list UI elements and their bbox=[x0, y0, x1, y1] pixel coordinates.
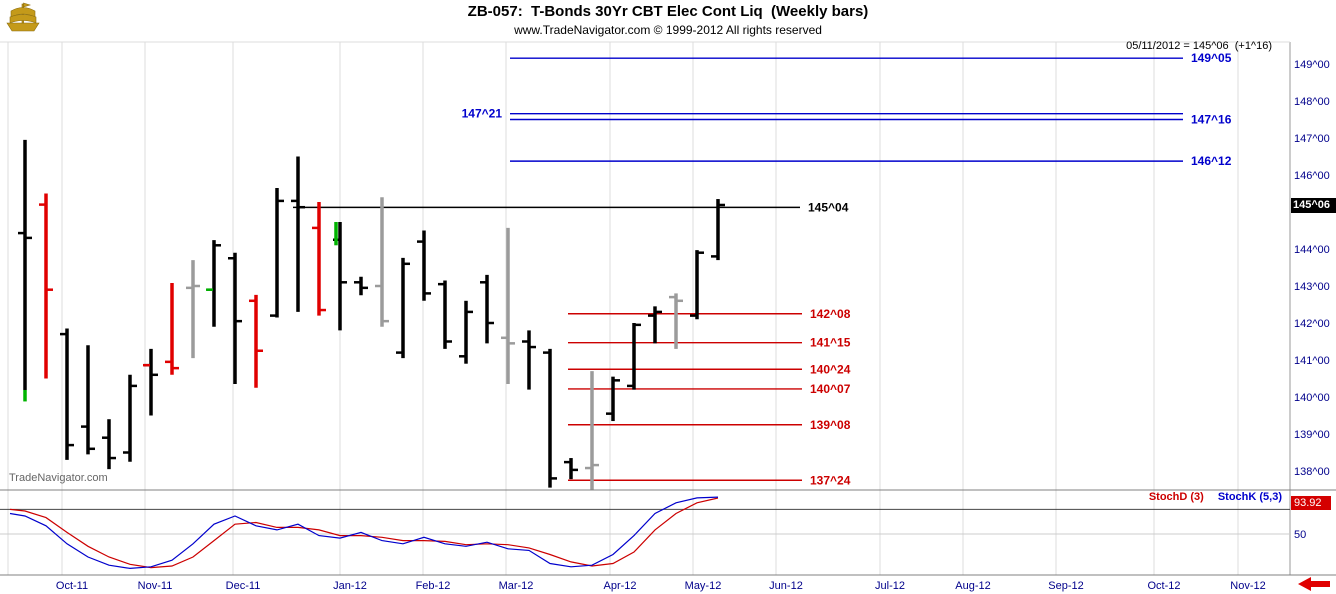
quote-readout: 05/11/2012 = 145^06 (+1^16) bbox=[1126, 40, 1272, 52]
ohlc-bar bbox=[144, 348, 158, 416]
price-axis-label: 138^00 bbox=[1294, 466, 1330, 478]
ohlc-bar bbox=[18, 139, 32, 390]
ohlc-bar bbox=[417, 230, 431, 301]
month-label: Jul-12 bbox=[875, 580, 905, 592]
copyright-line: www.TradeNavigator.com © 1999-2012 All r… bbox=[514, 23, 822, 37]
price-level-label[interactable]: 140^24 bbox=[810, 362, 851, 376]
month-label: Oct-11 bbox=[56, 580, 88, 592]
stochastic-legend: StochD (3) StochK (5,3) bbox=[1149, 491, 1282, 503]
last-price-box: 145^06 bbox=[1291, 198, 1336, 213]
scroll-left-arrow[interactable] bbox=[1297, 576, 1331, 592]
price-level-label[interactable]: 137^24 bbox=[810, 473, 851, 487]
ohlc-bar bbox=[459, 300, 473, 364]
ohlc-bar bbox=[228, 252, 242, 385]
trade-navigator-logo-icon bbox=[5, 2, 41, 34]
chart-title: ZB-057: T-Bonds 30Yr CBT Elec Cont Liq (… bbox=[467, 3, 869, 20]
ohlc-bar bbox=[81, 345, 95, 455]
month-label: Apr-12 bbox=[603, 580, 636, 592]
month-label: Sep-12 bbox=[1048, 580, 1083, 592]
month-label: Nov-11 bbox=[138, 580, 173, 592]
ohlc-bar bbox=[585, 371, 599, 490]
price-level-label[interactable]: 140^07 bbox=[810, 382, 851, 396]
price-axis-label: 147^00 bbox=[1294, 133, 1330, 145]
price-level-label[interactable]: 149^05 bbox=[1191, 51, 1232, 65]
price-axis-label: 142^00 bbox=[1294, 318, 1330, 330]
month-label: Mar-12 bbox=[499, 580, 534, 592]
ohlc-bar bbox=[669, 293, 683, 349]
price-level-label[interactable]: 139^08 bbox=[810, 418, 851, 432]
stochd-label: StochD (3) bbox=[1148, 491, 1204, 503]
ohlc-bar bbox=[291, 156, 305, 312]
price-axis-label: 139^00 bbox=[1294, 429, 1330, 441]
ohlc-bar bbox=[522, 330, 536, 390]
price-axis-label: 144^00 bbox=[1294, 244, 1330, 256]
price-level-label[interactable]: 141^15 bbox=[810, 336, 851, 350]
ohlc-bar bbox=[270, 187, 284, 318]
ohlc-bar bbox=[480, 274, 494, 344]
ohlc-bar bbox=[690, 250, 704, 320]
ohlc-bar bbox=[60, 328, 74, 460]
month-label: Feb-12 bbox=[416, 580, 451, 592]
month-label: Nov-12 bbox=[1230, 580, 1265, 592]
month-label: Oct-12 bbox=[1147, 580, 1180, 592]
month-label: Aug-12 bbox=[955, 580, 990, 592]
ohlc-bar bbox=[564, 458, 578, 480]
watermark: TradeNavigator.com bbox=[9, 472, 108, 484]
stochk-label: StochK (5,3) bbox=[1217, 491, 1282, 503]
ohlc-bar bbox=[543, 348, 557, 488]
ohlc-bar bbox=[711, 199, 725, 261]
ohlc-bar bbox=[606, 376, 620, 422]
stoch-value-box: 93.92 bbox=[1291, 496, 1331, 510]
stochd-line bbox=[9, 497, 719, 569]
ohlc-bar bbox=[186, 260, 200, 359]
stochk-line bbox=[9, 496, 719, 570]
ohlc-bar bbox=[123, 374, 137, 462]
ohlc-bar bbox=[249, 294, 263, 388]
ohlc-bar bbox=[312, 202, 326, 316]
ohlc-bar bbox=[438, 280, 452, 349]
ohlc-bar bbox=[375, 197, 389, 327]
price-axis-label: 146^00 bbox=[1294, 170, 1330, 182]
price-level-label[interactable]: 147^21 bbox=[462, 107, 503, 121]
price-axis-label: 143^00 bbox=[1294, 281, 1330, 293]
price-axis-label: 141^00 bbox=[1294, 355, 1330, 367]
month-label: Jan-12 bbox=[333, 580, 367, 592]
price-axis-label: 148^00 bbox=[1294, 96, 1330, 108]
ohlc-bar bbox=[39, 193, 53, 379]
ohlc-bar bbox=[207, 240, 221, 327]
price-axis-label: 149^00 bbox=[1294, 59, 1330, 71]
price-level-label[interactable]: 142^08 bbox=[810, 307, 851, 321]
month-label: Jun-12 bbox=[769, 580, 803, 592]
ohlc-bar bbox=[648, 306, 662, 344]
month-label: Dec-11 bbox=[226, 580, 261, 592]
price-level-label[interactable]: 147^16 bbox=[1191, 113, 1232, 127]
ohlc-bar bbox=[501, 227, 515, 385]
stoch-axis-label: 50 bbox=[1294, 529, 1306, 541]
month-label: May-12 bbox=[685, 580, 722, 592]
ohlc-bar bbox=[165, 283, 179, 375]
price-level-label[interactable]: 146^12 bbox=[1191, 154, 1232, 168]
price-level-label[interactable]: 145^04 bbox=[808, 200, 849, 214]
price-axis-label: 140^00 bbox=[1294, 392, 1330, 404]
ohlc-bar bbox=[396, 257, 410, 359]
ohlc-bar bbox=[354, 276, 368, 296]
ohlc-bar bbox=[627, 323, 641, 390]
ohlc-bar bbox=[102, 419, 116, 470]
